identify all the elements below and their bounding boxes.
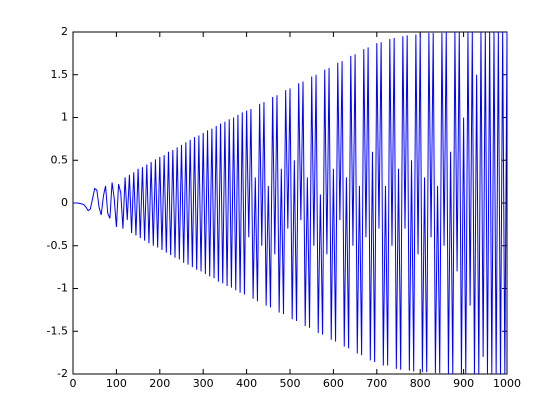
x-tick-label: 700 [366,377,387,390]
x-tick-label: 200 [149,377,170,390]
y-tick-label: -2 [57,367,68,380]
x-tick-label: 400 [236,377,257,390]
x-tick-label: 900 [453,377,474,390]
y-tick-label: -1.5 [47,324,68,337]
y-tick-label: 0.5 [51,153,69,166]
y-tick-label: -1 [57,282,68,295]
x-tick-label: 500 [280,377,301,390]
x-tick-label: 600 [323,377,344,390]
x-tick-label: 100 [106,377,127,390]
y-tick-label: -0.5 [47,239,68,252]
x-tick-label: 300 [193,377,214,390]
y-tick-label: 1.5 [51,68,69,81]
y-tick-label: 2 [61,25,68,38]
x-tick-label: 0 [70,377,77,390]
y-tick-label: 0 [61,196,68,209]
x-tick-label: 1000 [493,377,521,390]
x-tick-label: 800 [410,377,431,390]
data-line [73,31,508,375]
y-tick-label: 1 [61,111,68,124]
